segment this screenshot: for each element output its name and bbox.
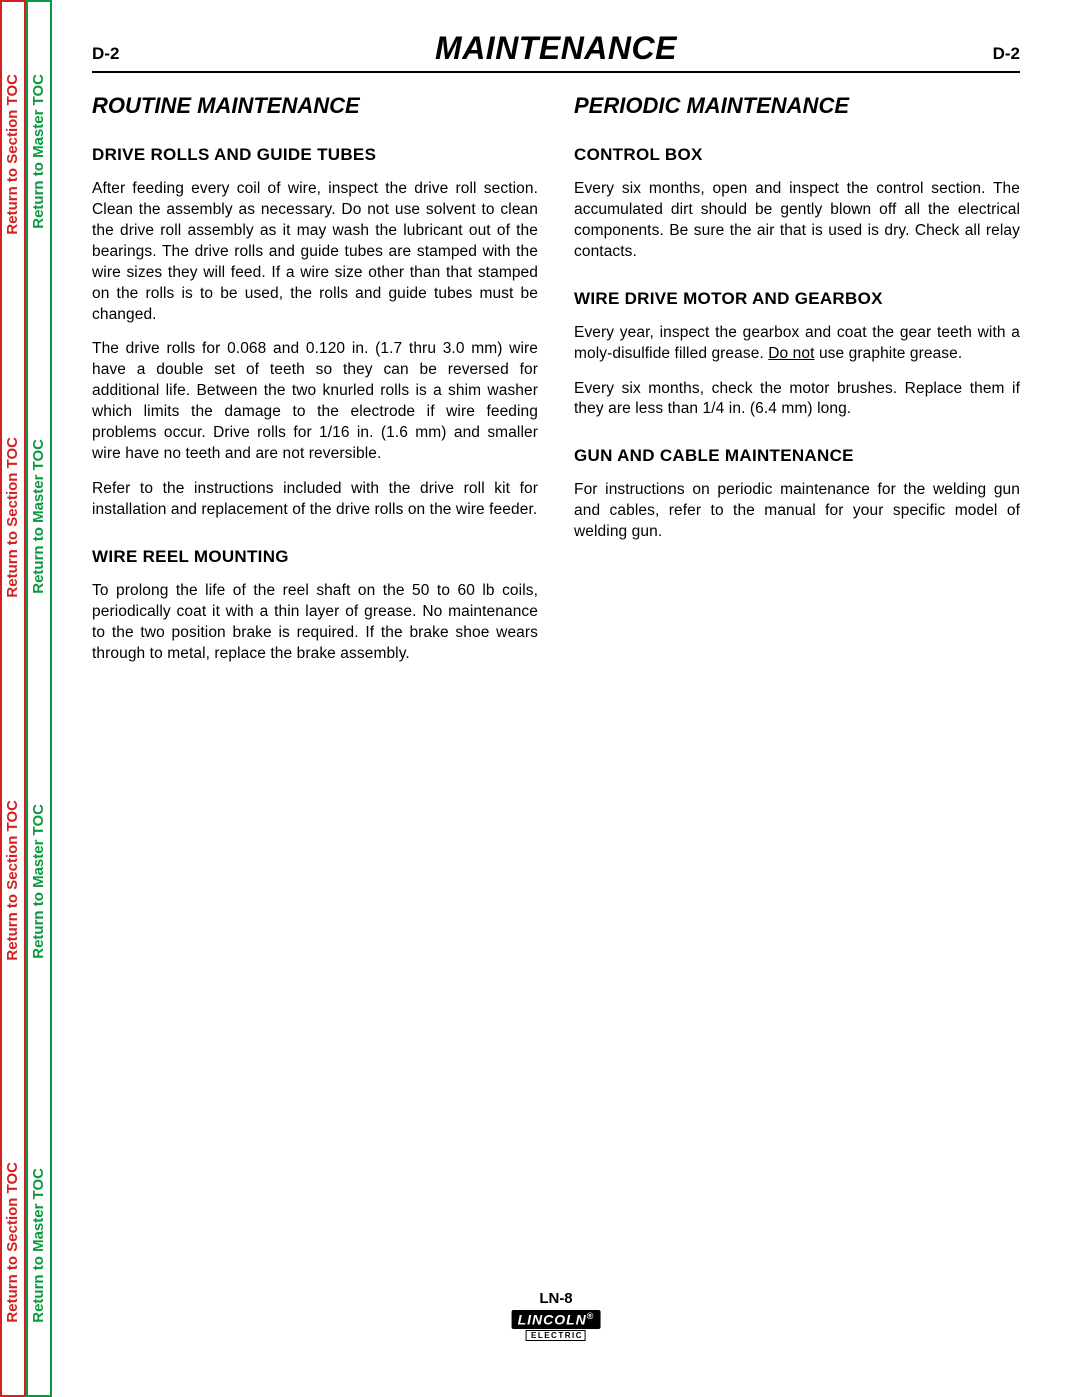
body-text: To prolong the life of the reel shaft on…: [92, 581, 538, 665]
right-column: PERIODIC MAINTENANCE CONTROL BOX Every s…: [574, 93, 1020, 679]
wire-reel-heading: WIRE REEL MOUNTING: [92, 547, 538, 567]
routine-maintenance-heading: ROUTINE MAINTENANCE: [92, 93, 538, 119]
page-footer: LN-8 LINCOLN® ELECTRIC: [512, 1290, 601, 1343]
logo-brand: LINCOLN®: [512, 1310, 601, 1329]
page-content: D-2 MAINTENANCE D-2 ROUTINE MAINTENANCE …: [92, 30, 1020, 1357]
side-nav-tabs: Return to Section TOC Return to Section …: [0, 0, 52, 1397]
body-text: Every year, inspect the gearbox and coat…: [574, 323, 1020, 365]
body-text: Every six months, open and inspect the c…: [574, 179, 1020, 263]
logo-subbrand: ELECTRIC: [526, 1330, 586, 1341]
content-columns: ROUTINE MAINTENANCE DRIVE ROLLS AND GUID…: [92, 93, 1020, 679]
master-toc-link[interactable]: Return to Master TOC: [28, 792, 50, 971]
master-toc-column: Return to Master TOC Return to Master TO…: [26, 0, 52, 1397]
body-text: After feeding every coil of wire, inspec…: [92, 179, 538, 325]
model-number: LN-8: [512, 1290, 601, 1307]
section-toc-link[interactable]: Return to Section TOC: [2, 425, 24, 610]
page-number-right: D-2: [993, 44, 1020, 64]
body-text: Every six months, check the motor brushe…: [574, 379, 1020, 421]
wire-drive-motor-heading: WIRE DRIVE MOTOR AND GEARBOX: [574, 289, 1020, 309]
body-text: Refer to the instructions included with …: [92, 479, 538, 521]
gun-cable-heading: GUN AND CABLE MAINTENANCE: [574, 446, 1020, 466]
body-text: The drive rolls for 0.068 and 0.120 in. …: [92, 339, 538, 465]
page-title: MAINTENANCE: [435, 30, 677, 67]
section-toc-link[interactable]: Return to Section TOC: [2, 788, 24, 973]
page-number-left: D-2: [92, 44, 119, 64]
drive-rolls-heading: DRIVE ROLLS AND GUIDE TUBES: [92, 145, 538, 165]
section-toc-link[interactable]: Return to Section TOC: [2, 62, 24, 247]
section-toc-column: Return to Section TOC Return to Section …: [0, 0, 26, 1397]
master-toc-link[interactable]: Return to Master TOC: [28, 1156, 50, 1335]
left-column: ROUTINE MAINTENANCE DRIVE ROLLS AND GUID…: [92, 93, 538, 679]
control-box-heading: CONTROL BOX: [574, 145, 1020, 165]
section-toc-link[interactable]: Return to Section TOC: [2, 1150, 24, 1335]
periodic-maintenance-heading: PERIODIC MAINTENANCE: [574, 93, 1020, 119]
page-header: D-2 MAINTENANCE D-2: [92, 30, 1020, 73]
body-text: For instructions on periodic maintenance…: [574, 480, 1020, 543]
master-toc-link[interactable]: Return to Master TOC: [28, 427, 50, 606]
lincoln-logo: LINCOLN® ELECTRIC: [512, 1310, 601, 1341]
master-toc-link[interactable]: Return to Master TOC: [28, 62, 50, 241]
